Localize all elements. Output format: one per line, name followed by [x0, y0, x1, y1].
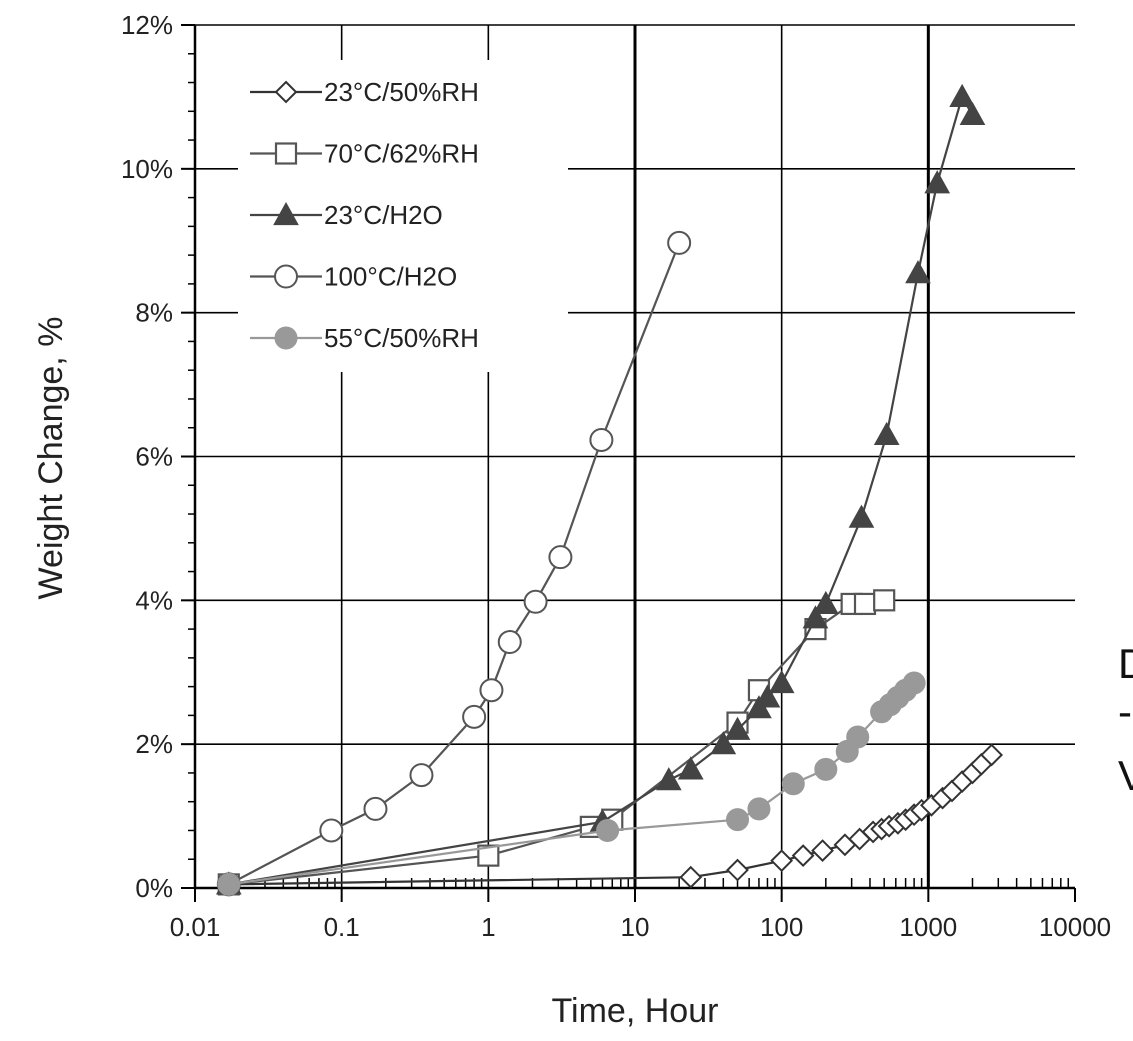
legend-entry: 70°C/62%RH	[250, 139, 479, 169]
data-point	[980, 743, 1004, 767]
data-point	[811, 839, 834, 863]
series-3	[215, 83, 986, 895]
legend-label: 100°C/H2O	[324, 262, 457, 292]
cut-off-text-line-1: D	[1118, 640, 1133, 688]
data-point	[905, 260, 931, 284]
legend-entry: 23°C/H2O	[250, 200, 443, 230]
data-point	[902, 671, 926, 695]
data-point	[409, 763, 434, 788]
x-tick-label: 10000	[1039, 912, 1111, 942]
data-point	[873, 421, 900, 446]
data-point	[873, 589, 896, 612]
series-1	[217, 743, 1004, 896]
data-point	[768, 670, 795, 694]
x-tick-label: 100	[760, 912, 803, 942]
legend-label: 23°C/50%RH	[324, 77, 479, 107]
x-tick-labels: 0.01 0.1 1 10 100 1000 10000	[170, 912, 1111, 942]
legend-label: 70°C/62%RH	[324, 139, 479, 169]
data-point	[477, 844, 500, 867]
y-tick-label: 0%	[135, 873, 173, 903]
data-point	[848, 504, 875, 528]
cut-off-text-line-2: -	[1118, 688, 1132, 735]
data-point	[846, 725, 870, 749]
data-point	[677, 756, 704, 780]
data-point	[726, 858, 749, 882]
x-tick-label: 0.01	[170, 912, 221, 942]
series-layer	[215, 83, 1004, 897]
data-point	[497, 630, 522, 655]
series-5	[217, 671, 926, 896]
data-point	[710, 731, 737, 755]
y-tick-label: 8%	[135, 298, 173, 328]
x-tick-label: 0.1	[324, 912, 360, 942]
axes	[181, 24, 1076, 902]
data-point	[523, 589, 548, 614]
data-point	[853, 592, 877, 616]
data-point	[217, 872, 241, 896]
data-point	[363, 796, 388, 821]
data-point	[548, 545, 573, 570]
data-point	[724, 716, 751, 740]
legend-marker	[274, 80, 298, 104]
x-tick-label: 1000	[899, 912, 957, 942]
data-point	[667, 230, 692, 255]
legend-label: 23°C/H2O	[324, 200, 443, 230]
data-point	[479, 678, 504, 703]
x-tick-label: 1	[481, 912, 495, 942]
y-tick-label: 4%	[135, 585, 173, 615]
data-point	[812, 590, 839, 615]
data-point	[655, 767, 682, 791]
data-point	[596, 818, 620, 842]
data-point	[462, 704, 487, 729]
data-point	[319, 818, 344, 843]
cut-off-text-line-3: V	[1118, 752, 1133, 799]
data-point	[589, 427, 614, 452]
x-tick-label: 10	[621, 912, 650, 942]
legend-entry: 100°C/H2O	[250, 262, 457, 292]
y-tick-label: 12%	[121, 10, 173, 40]
y-tick-label: 6%	[135, 442, 173, 472]
legend-label: 55°C/50%RH	[324, 323, 479, 353]
data-point	[949, 83, 975, 108]
series-4	[216, 230, 692, 897]
legend: 23°C/50%RH 70°C/62%RH 23°C/H2O 100°C/H2O 55°…	[238, 60, 568, 372]
data-point	[959, 101, 986, 125]
legend-marker	[274, 326, 298, 350]
legend-marker	[273, 201, 299, 226]
y-axis-title: Weight Change, %	[32, 317, 70, 600]
data-point	[802, 605, 829, 629]
data-point	[791, 844, 815, 868]
y-tick-label: 2%	[135, 729, 173, 759]
legend-entry: 55°C/50%RH	[250, 323, 479, 353]
data-point	[770, 849, 794, 873]
y-tick-labels: 0% 2% 4% 6% 8% 10% 12%	[121, 10, 173, 903]
legend-entry: 23°C/50%RH	[250, 77, 479, 107]
data-point	[924, 170, 951, 194]
legend-marker	[274, 142, 298, 165]
legend-marker	[274, 264, 298, 289]
y-tick-label: 10%	[121, 154, 173, 184]
x-axis-title: Time, Hour	[552, 992, 719, 1030]
data-point	[814, 757, 838, 781]
data-point	[747, 797, 771, 821]
data-point	[679, 865, 703, 889]
data-point	[781, 772, 805, 796]
data-point	[726, 808, 750, 832]
data-point	[754, 684, 781, 708]
